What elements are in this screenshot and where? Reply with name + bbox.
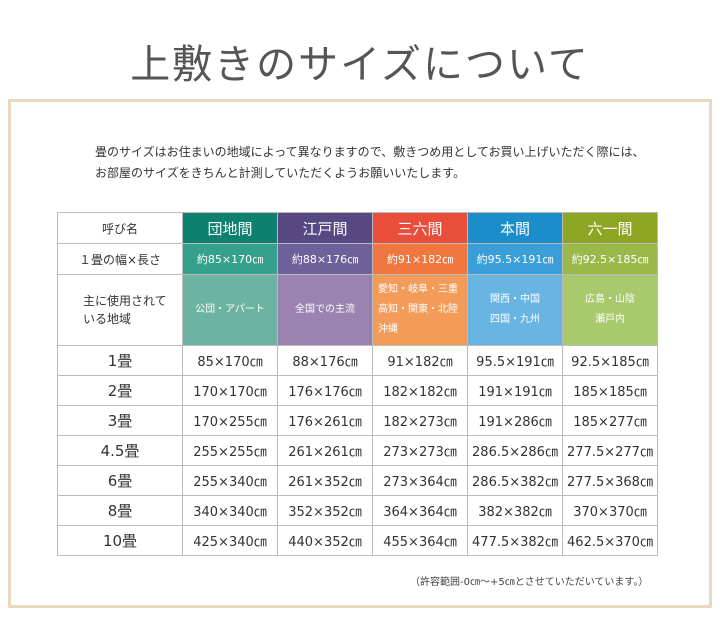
tatami-size-table: 呼び名 団地間 江戸間 三六間 本間 六一間 １畳の幅×長さ 約85×170㎝ 約88×176㎝…	[57, 212, 658, 556]
table-row: 1畳 85×170㎝ 88×176㎝ 91×182㎝ 95.5×191㎝ 92.5×185…	[57, 345, 658, 376]
table-row: 6畳 255×340㎝ 261×352㎝ 273×364㎝ 286.5×382㎝ 277.…	[57, 465, 658, 496]
region-line: 四国・九州	[490, 314, 540, 325]
column-header: 六一間	[562, 212, 658, 244]
size-row: １畳の幅×長さ 約85×170㎝ 約88×176㎝ 約91×182㎝ 約95.5×191…	[57, 243, 658, 275]
region-line: 全国での主流	[295, 304, 355, 315]
size-cell: 440×352㎝	[277, 525, 373, 556]
size-cell: 182×273㎝	[372, 405, 468, 436]
size-cell: 382×382㎝	[467, 495, 563, 526]
page-title: 上敷きのサイズについて	[130, 42, 590, 88]
table-row: 10畳 425×340㎝ 440×352㎝ 455×364㎝ 477.5×382㎝ 462…	[57, 525, 658, 556]
region-line: 高知・関東・北陸	[378, 304, 458, 315]
size-cell: 261×261㎝	[277, 435, 373, 466]
unit-size-cell: 約92.5×185㎝	[562, 243, 658, 275]
row-label-mats: 4.5畳	[57, 435, 183, 466]
size-cell: 255×255㎝	[182, 435, 278, 466]
size-cell: 88×176㎝	[277, 345, 373, 376]
size-cell: 170×170㎝	[182, 375, 278, 406]
unit-size-cell: 約91×182㎝	[372, 243, 468, 275]
size-cell: 425×340㎝	[182, 525, 278, 556]
size-cell: 176×261㎝	[277, 405, 373, 436]
region-line: 愛知・岐阜・三重	[378, 284, 458, 295]
row-label-mats: 3畳	[57, 405, 183, 436]
size-cell: 352×352㎝	[277, 495, 373, 526]
size-cell: 182×182㎝	[372, 375, 468, 406]
size-cell: 255×340㎝	[182, 465, 278, 496]
size-cell: 185×277㎝	[562, 405, 658, 436]
size-cell: 92.5×185㎝	[562, 345, 658, 376]
column-header: 江戸間	[277, 212, 373, 244]
size-cell: 462.5×370㎝	[562, 525, 658, 556]
table-row: 3畳 170×255㎝ 176×261㎝ 182×273㎝ 191×286㎝ 185×27…	[57, 405, 658, 436]
size-cell: 364×364㎝	[372, 495, 468, 526]
size-cell: 191×286㎝	[467, 405, 563, 436]
unit-size-cell: 約88×176㎝	[277, 243, 373, 275]
size-cell: 455×364㎝	[372, 525, 468, 556]
unit-size-cell: 約95.5×191㎝	[467, 243, 563, 275]
size-cell: 273×364㎝	[372, 465, 468, 496]
region-line: 広島・山陰	[585, 294, 635, 305]
column-header: 本間	[467, 212, 563, 244]
size-cell: 273×273㎝	[372, 435, 468, 466]
table-row: 4.5畳 255×255㎝ 261×261㎝ 273×273㎝ 286.5×286㎝ 27…	[57, 435, 658, 466]
size-cell: 261×352㎝	[277, 465, 373, 496]
size-cell: 477.5×382㎝	[467, 525, 563, 556]
size-cell: 185×185㎝	[562, 375, 658, 406]
intro-line: お部屋のサイズをきちんと計測していただくようお願いいたします。	[95, 166, 466, 180]
label-line: いる地域	[83, 312, 132, 326]
size-cell: 91×182㎝	[372, 345, 468, 376]
size-cell: 85×170㎝	[182, 345, 278, 376]
region-cell: 関西・中国四国・九州	[467, 274, 563, 346]
region-row: 主に使用されて いる地域 公団・アパート 全国での主流 愛知・岐阜・三重 高知・関東・北陸…	[57, 274, 658, 346]
column-header: 三六間	[372, 212, 468, 244]
size-cell: 176×176㎝	[277, 375, 373, 406]
size-cell: 277.5×368㎝	[562, 465, 658, 496]
region-line: 沖縄	[378, 324, 398, 335]
row-label-mats: 2畳	[57, 375, 183, 406]
size-cell: 286.5×382㎝	[467, 465, 563, 496]
header-row: 呼び名 団地間 江戸間 三六間 本間 六一間	[57, 212, 658, 244]
row-label-mats: 6畳	[57, 465, 183, 496]
region-line: 関西・中国	[490, 294, 540, 305]
table-row: 2畳 170×170㎝ 176×176㎝ 182×182㎝ 191×191㎝ 185×18…	[57, 375, 658, 406]
row-label-mats: 10畳	[57, 525, 183, 556]
size-cell: 170×255㎝	[182, 405, 278, 436]
size-cell: 277.5×277㎝	[562, 435, 658, 466]
size-cell: 340×340㎝	[182, 495, 278, 526]
intro-text: 畳のサイズはお住まいの地域によって異なりますので、敷きつめ用としてお買い上げいた…	[95, 142, 644, 184]
row-label-name: 呼び名	[57, 212, 183, 244]
size-cell: 191×191㎝	[467, 375, 563, 406]
column-header: 団地間	[182, 212, 278, 244]
region-line: 瀬戸内	[595, 314, 625, 325]
region-cell: 公団・アパート	[182, 274, 278, 346]
region-cell: 全国での主流	[277, 274, 373, 346]
row-label-size: １畳の幅×長さ	[57, 243, 183, 275]
size-cell: 286.5×286㎝	[467, 435, 563, 466]
size-cell: 370×370㎝	[562, 495, 658, 526]
region-line: 公団・アパート	[195, 304, 265, 315]
size-cell: 95.5×191㎝	[467, 345, 563, 376]
row-label-region: 主に使用されて いる地域	[57, 274, 183, 346]
region-cell: 広島・山陰 瀬戸内	[562, 274, 658, 346]
content-frame	[8, 99, 712, 608]
label-line: 主に使用されて	[83, 294, 167, 308]
table-row: 8畳 340×340㎝ 352×352㎝ 364×364㎝ 382×382㎝ 370×37…	[57, 495, 658, 526]
tolerance-note: （許容範囲-0㎝～+5㎝とさせていただいています。）	[410, 577, 649, 588]
region-cell: 愛知・岐阜・三重 高知・関東・北陸 沖縄	[372, 274, 468, 346]
row-label-mats: 8畳	[57, 495, 183, 526]
unit-size-cell: 約85×170㎝	[182, 243, 278, 275]
row-label-mats: 1畳	[57, 345, 183, 376]
intro-line: 畳のサイズはお住まいの地域によって異なりますので、敷きつめ用としてお買い上げいた…	[95, 145, 645, 159]
